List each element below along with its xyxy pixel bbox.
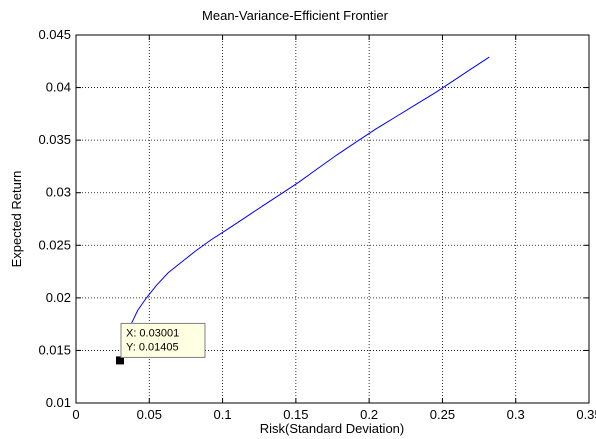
datatip[interactable]: X: 0.03001 Y: 0.01405 xyxy=(115,322,206,365)
y-tick-label: 0.03 xyxy=(46,185,71,200)
x-tick-label: 0.1 xyxy=(214,407,232,422)
y-tick-label: 0.02 xyxy=(46,290,71,305)
x-tick-label: 0.3 xyxy=(507,407,525,422)
datatip-y-text: Y: 0.01405 xyxy=(126,341,179,353)
chart-title: Mean-Variance-Efficient Frontier xyxy=(202,8,389,23)
y-tick-labels: 0.01 0.015 0.02 0.025 0.03 0.035 0.04 0.045 xyxy=(38,27,71,410)
x-tick-label: 0.05 xyxy=(137,407,162,422)
ticks xyxy=(75,34,590,404)
y-axis-label: Expected Return xyxy=(9,171,24,268)
x-tick-label: 0.35 xyxy=(576,407,596,422)
y-tick-label: 0.01 xyxy=(46,395,71,410)
datatip-box xyxy=(120,322,206,358)
plot-area-frame xyxy=(75,34,590,404)
y-tick-label: 0.025 xyxy=(38,237,71,252)
x-tick-label: 0 xyxy=(72,407,79,422)
y-tick-label: 0.035 xyxy=(38,132,71,147)
x-tick-label: 0.15 xyxy=(283,407,308,422)
y-tick-label: 0.04 xyxy=(46,80,71,95)
datatip-x-text: X: 0.03001 xyxy=(126,327,179,339)
x-tick-label: 0.25 xyxy=(430,407,455,422)
x-axis-label: Risk(Standard Deviation) xyxy=(260,421,405,436)
x-tick-labels: 0 0.05 0.1 0.15 0.2 0.25 0.3 0.35 xyxy=(72,407,596,422)
y-tick-label: 0.015 xyxy=(38,342,71,357)
datatip-marker[interactable] xyxy=(115,356,124,365)
x-tick-label: 0.2 xyxy=(360,407,378,422)
y-tick-label: 0.045 xyxy=(38,27,71,42)
series-line-frontier xyxy=(119,56,490,361)
